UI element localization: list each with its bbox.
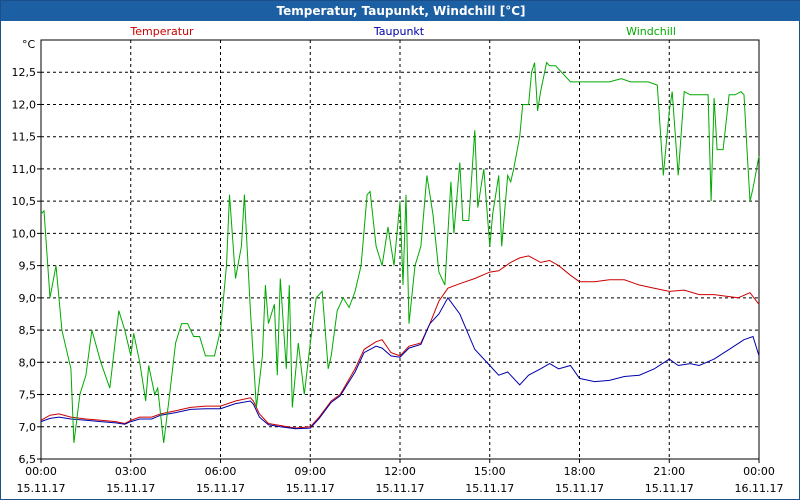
series-line-temperatur bbox=[40, 255, 760, 429]
y-tick-label: 11,5 bbox=[12, 131, 37, 144]
y-tick-label: 7,0 bbox=[19, 421, 37, 434]
line-chart: 6,5 7,0 7,5 8,0 8,5 9,0 9,5 10,0 10,5 11,0 11,5 12,… bbox=[12, 25, 784, 495]
x-tick-time: 06:00 bbox=[205, 465, 237, 478]
series-line-taupunkt bbox=[40, 296, 760, 430]
x-tick-date: 15.11.17 bbox=[376, 482, 425, 495]
x-tick-time: 18:00 bbox=[564, 465, 596, 478]
legend-entry-taupunkt: Taupunkt bbox=[373, 25, 425, 38]
y-tick-label: 7,5 bbox=[19, 389, 37, 402]
y-tick-label: 9,0 bbox=[19, 292, 37, 305]
series-lines bbox=[40, 61, 760, 443]
x-tick-date: 16.11.17 bbox=[735, 482, 784, 495]
x-tick-time: 00:00 bbox=[25, 465, 57, 478]
y-axis-label: °C bbox=[22, 38, 36, 51]
y-tick-label: 8,5 bbox=[19, 324, 37, 337]
x-tick-date: 15.11.17 bbox=[196, 482, 245, 495]
x-tick-date: 15.11.17 bbox=[106, 482, 155, 495]
x-tick-date: 15.11.17 bbox=[286, 482, 335, 495]
legend: Temperatur Taupunkt Windchill bbox=[129, 25, 676, 38]
x-tick-time: 12:00 bbox=[384, 465, 416, 478]
x-tick-time: 15:00 bbox=[474, 465, 506, 478]
y-axis-ticks: 6,5 7,0 7,5 8,0 8,5 9,0 9,5 10,0 10,5 11,0 11,5 12,… bbox=[12, 66, 41, 466]
y-tick-label: 12,5 bbox=[12, 66, 37, 79]
x-tick-date: 15.11.17 bbox=[465, 482, 514, 495]
y-tick-label: 12,0 bbox=[12, 98, 37, 111]
y-tick-label: 6,5 bbox=[19, 453, 37, 466]
legend-entry-temperatur: Temperatur bbox=[129, 25, 194, 38]
x-tick-time: 21:00 bbox=[653, 465, 685, 478]
x-tick-time: 03:00 bbox=[115, 465, 147, 478]
x-axis-ticks: 00:00 15.11.17 03:00 15.11.17 06:00 15.11.17 0… bbox=[17, 459, 784, 495]
x-tick-date: 15.11.17 bbox=[645, 482, 694, 495]
y-tick-label: 10,5 bbox=[12, 195, 37, 208]
x-tick-time: 00:00 bbox=[743, 465, 775, 478]
chart-title: Temperatur, Taupunkt, Windchill [°C] bbox=[1, 1, 800, 21]
legend-entry-windchill: Windchill bbox=[626, 25, 676, 38]
grid-lines bbox=[41, 40, 759, 459]
y-tick-label: 11,0 bbox=[12, 163, 37, 176]
x-tick-date: 15.11.17 bbox=[17, 482, 66, 495]
x-tick-time: 09:00 bbox=[294, 465, 326, 478]
y-tick-label: 10,0 bbox=[12, 227, 37, 240]
x-tick-date: 15.11.17 bbox=[555, 482, 604, 495]
series-line-windchill bbox=[40, 61, 760, 443]
y-tick-label: 9,5 bbox=[19, 260, 37, 273]
y-tick-label: 8,0 bbox=[19, 356, 37, 369]
